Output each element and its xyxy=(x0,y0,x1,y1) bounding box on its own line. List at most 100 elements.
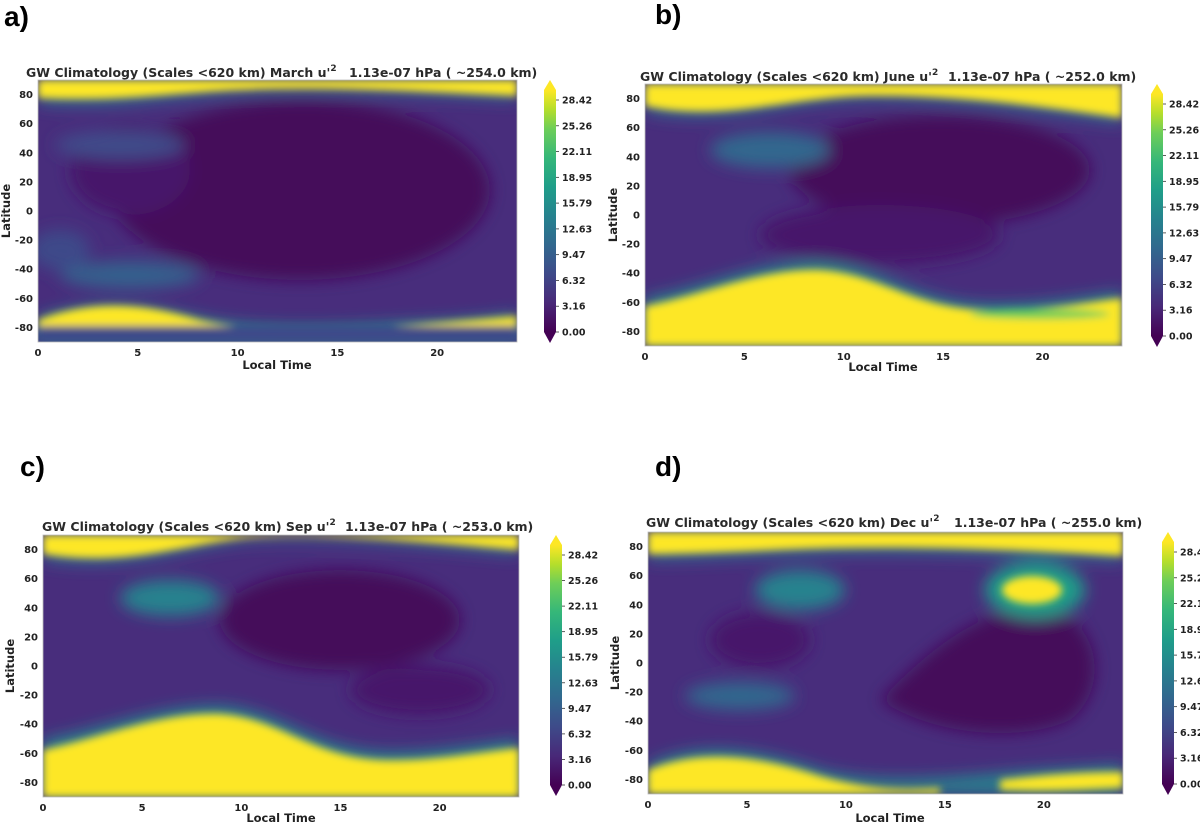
chart-title-superscript: 2 xyxy=(329,518,335,528)
colorbar-tick-label: 12.6 xyxy=(1180,676,1200,687)
y-tick-label: -80 xyxy=(15,323,33,334)
x-axis-label: Local Time xyxy=(855,811,925,823)
colorbar-extend-max xyxy=(544,80,556,90)
colorbar-tick-label: 22.11 xyxy=(568,602,598,613)
colorbar-tick-label: 22.11 xyxy=(1169,151,1199,162)
y-tick-label: 20 xyxy=(24,632,38,643)
y-axis-label: Latitude xyxy=(3,639,17,693)
colorbar: 28.4 25.2 22.1 18.9 15.7 12.6 9.47 6.32 3.16 0.00 xyxy=(1162,532,1200,795)
panel-c: c) GW Climatology (Scales <620 km) Sep u… xyxy=(3,451,598,823)
chart-subtitle: 1.13e-07 hPa ( ~252.0 km) xyxy=(948,69,1136,84)
x-ticks: 0 5 10 15 20 xyxy=(40,803,447,814)
colorbar: 28.42 25.26 22.11 18.95 15.79 12.63 9.47 6.32 3.… xyxy=(544,80,592,343)
colorbar-tick-label: 0.00 xyxy=(1169,332,1193,343)
x-tick-label: 15 xyxy=(936,352,950,363)
moderate-region xyxy=(120,580,220,616)
colorbar-tick-label: 15.7 xyxy=(1180,651,1200,662)
y-tick-label: -60 xyxy=(622,298,640,309)
panel-letter: d) xyxy=(655,451,681,482)
colorbar-tick-label: 28.42 xyxy=(568,551,598,562)
y-tick-label: 60 xyxy=(19,119,33,130)
chart-title: GW Climatology (Scales <620 km) March u'… xyxy=(26,64,337,80)
x-tick-label: 5 xyxy=(743,800,750,811)
low-region xyxy=(350,665,490,715)
y-tick-label: 40 xyxy=(626,152,640,163)
colorbar-extend-max xyxy=(1162,532,1174,542)
colorbar-tick-label: 15.79 xyxy=(568,653,598,664)
colorbar-tick-label: 25.2 xyxy=(1180,573,1200,584)
moderate-region xyxy=(755,570,845,610)
colorbar-tick-label: 22.1 xyxy=(1180,599,1200,610)
chart-title-text: GW Climatology (Scales <620 km) March u' xyxy=(26,65,330,80)
panel-letter: b) xyxy=(655,0,681,30)
colorbar-ticks: 28.42 25.26 22.11 18.95 15.79 12.63 9.47 6.32 3.… xyxy=(562,551,598,792)
x-tick-label: 20 xyxy=(430,348,444,359)
y-tick-label: 0 xyxy=(633,211,640,222)
chart-title-text: GW Climatology (Scales <620 km) Dec u' xyxy=(646,515,933,530)
colorbar-gradient xyxy=(550,545,562,785)
plot-frame xyxy=(37,79,518,343)
chart-title-superscript: 2 xyxy=(932,68,938,78)
colorbar-extend-max xyxy=(1151,84,1163,94)
chart-title-text: GW Climatology (Scales <620 km) June u' xyxy=(640,69,932,84)
colorbar-tick-label: 9.47 xyxy=(1180,702,1200,713)
x-tick-label: 10 xyxy=(837,352,851,363)
x-tick-label: 5 xyxy=(741,352,748,363)
y-tick-label: 40 xyxy=(19,148,33,159)
y-tick-label: 80 xyxy=(19,90,33,101)
colorbar-tick-label: 6.32 xyxy=(568,729,591,740)
colorbar-ticks: 28.42 25.26 22.11 18.95 15.79 12.63 9.47 6.32 3.… xyxy=(1163,100,1199,343)
plot-frame xyxy=(647,531,1124,795)
x-tick-label: 20 xyxy=(1037,800,1051,811)
south-high-band xyxy=(1000,772,1123,791)
colorbar-tick-label: 3.16 xyxy=(1180,754,1200,765)
y-tick-label: 60 xyxy=(629,571,643,582)
x-tick-label: 0 xyxy=(642,352,649,363)
colorbar-tick-label: 0.00 xyxy=(562,328,586,339)
colorbar-tick-label: 25.26 xyxy=(568,576,598,587)
low-region xyxy=(790,115,1090,225)
colorbar-gradient xyxy=(1162,542,1174,784)
colorbar-tick-label: 0.00 xyxy=(1180,780,1200,791)
y-tick-label: 60 xyxy=(24,574,38,585)
x-tick-label: 0 xyxy=(40,803,47,814)
colorbar-tick-label: 9.47 xyxy=(1169,254,1192,265)
x-tick-label: 10 xyxy=(231,348,245,359)
x-ticks: 0 5 10 15 20 xyxy=(642,352,1050,363)
colorbar-tick-label: 18.95 xyxy=(568,627,598,638)
y-tick-label: -20 xyxy=(20,691,38,702)
x-axis-label: Local Time xyxy=(848,360,918,374)
low-region xyxy=(220,570,460,670)
north-high-band xyxy=(645,84,1122,118)
colorbar-tick-label: 3.16 xyxy=(568,755,592,766)
panel-letter: c) xyxy=(20,451,45,482)
x-tick-label: 5 xyxy=(134,348,141,359)
colorbar: 28.42 25.26 22.11 18.95 15.79 12.63 9.47 6.32 3.… xyxy=(550,535,598,796)
colorbar-tick-label: 25.26 xyxy=(562,121,592,132)
colorbar-tick-label: 3.16 xyxy=(1169,306,1193,317)
y-ticks: 80 60 40 20 0 -20 -40 -60 -80 xyxy=(20,545,38,789)
colorbar-tick-label: 22.11 xyxy=(562,147,592,158)
y-tick-label: 20 xyxy=(19,177,33,188)
y-tick-label: -20 xyxy=(15,236,33,247)
colorbar-tick-label: 6.32 xyxy=(1180,728,1200,739)
x-ticks: 0 5 10 15 20 xyxy=(645,800,1051,811)
colorbar-tick-label: 28.4 xyxy=(1180,548,1200,559)
colorbar-tick-label: 15.79 xyxy=(562,199,592,210)
y-tick-label: 80 xyxy=(626,94,640,105)
x-tick-label: 15 xyxy=(330,348,344,359)
y-tick-label: -80 xyxy=(622,327,640,338)
y-ticks: 80 60 40 20 0 -20 -40 -60 -80 xyxy=(15,90,33,334)
colorbar-tick-label: 3.16 xyxy=(562,302,586,313)
colorbar-tick-label: 9.47 xyxy=(562,250,585,261)
colorbar-tick-label: 12.63 xyxy=(568,678,598,689)
heatmap-field xyxy=(645,84,1122,346)
chart-title: GW Climatology (Scales <620 km) June u'2 xyxy=(640,68,938,84)
y-ticks: 80 60 40 20 0 -20 -40 -60 -80 xyxy=(622,94,640,338)
y-tick-label: 80 xyxy=(24,545,38,556)
south-high-band xyxy=(43,713,519,797)
y-tick-label: 0 xyxy=(31,662,38,673)
y-axis-label: Latitude xyxy=(606,188,620,242)
chart-title-superscript: 2 xyxy=(933,514,939,524)
